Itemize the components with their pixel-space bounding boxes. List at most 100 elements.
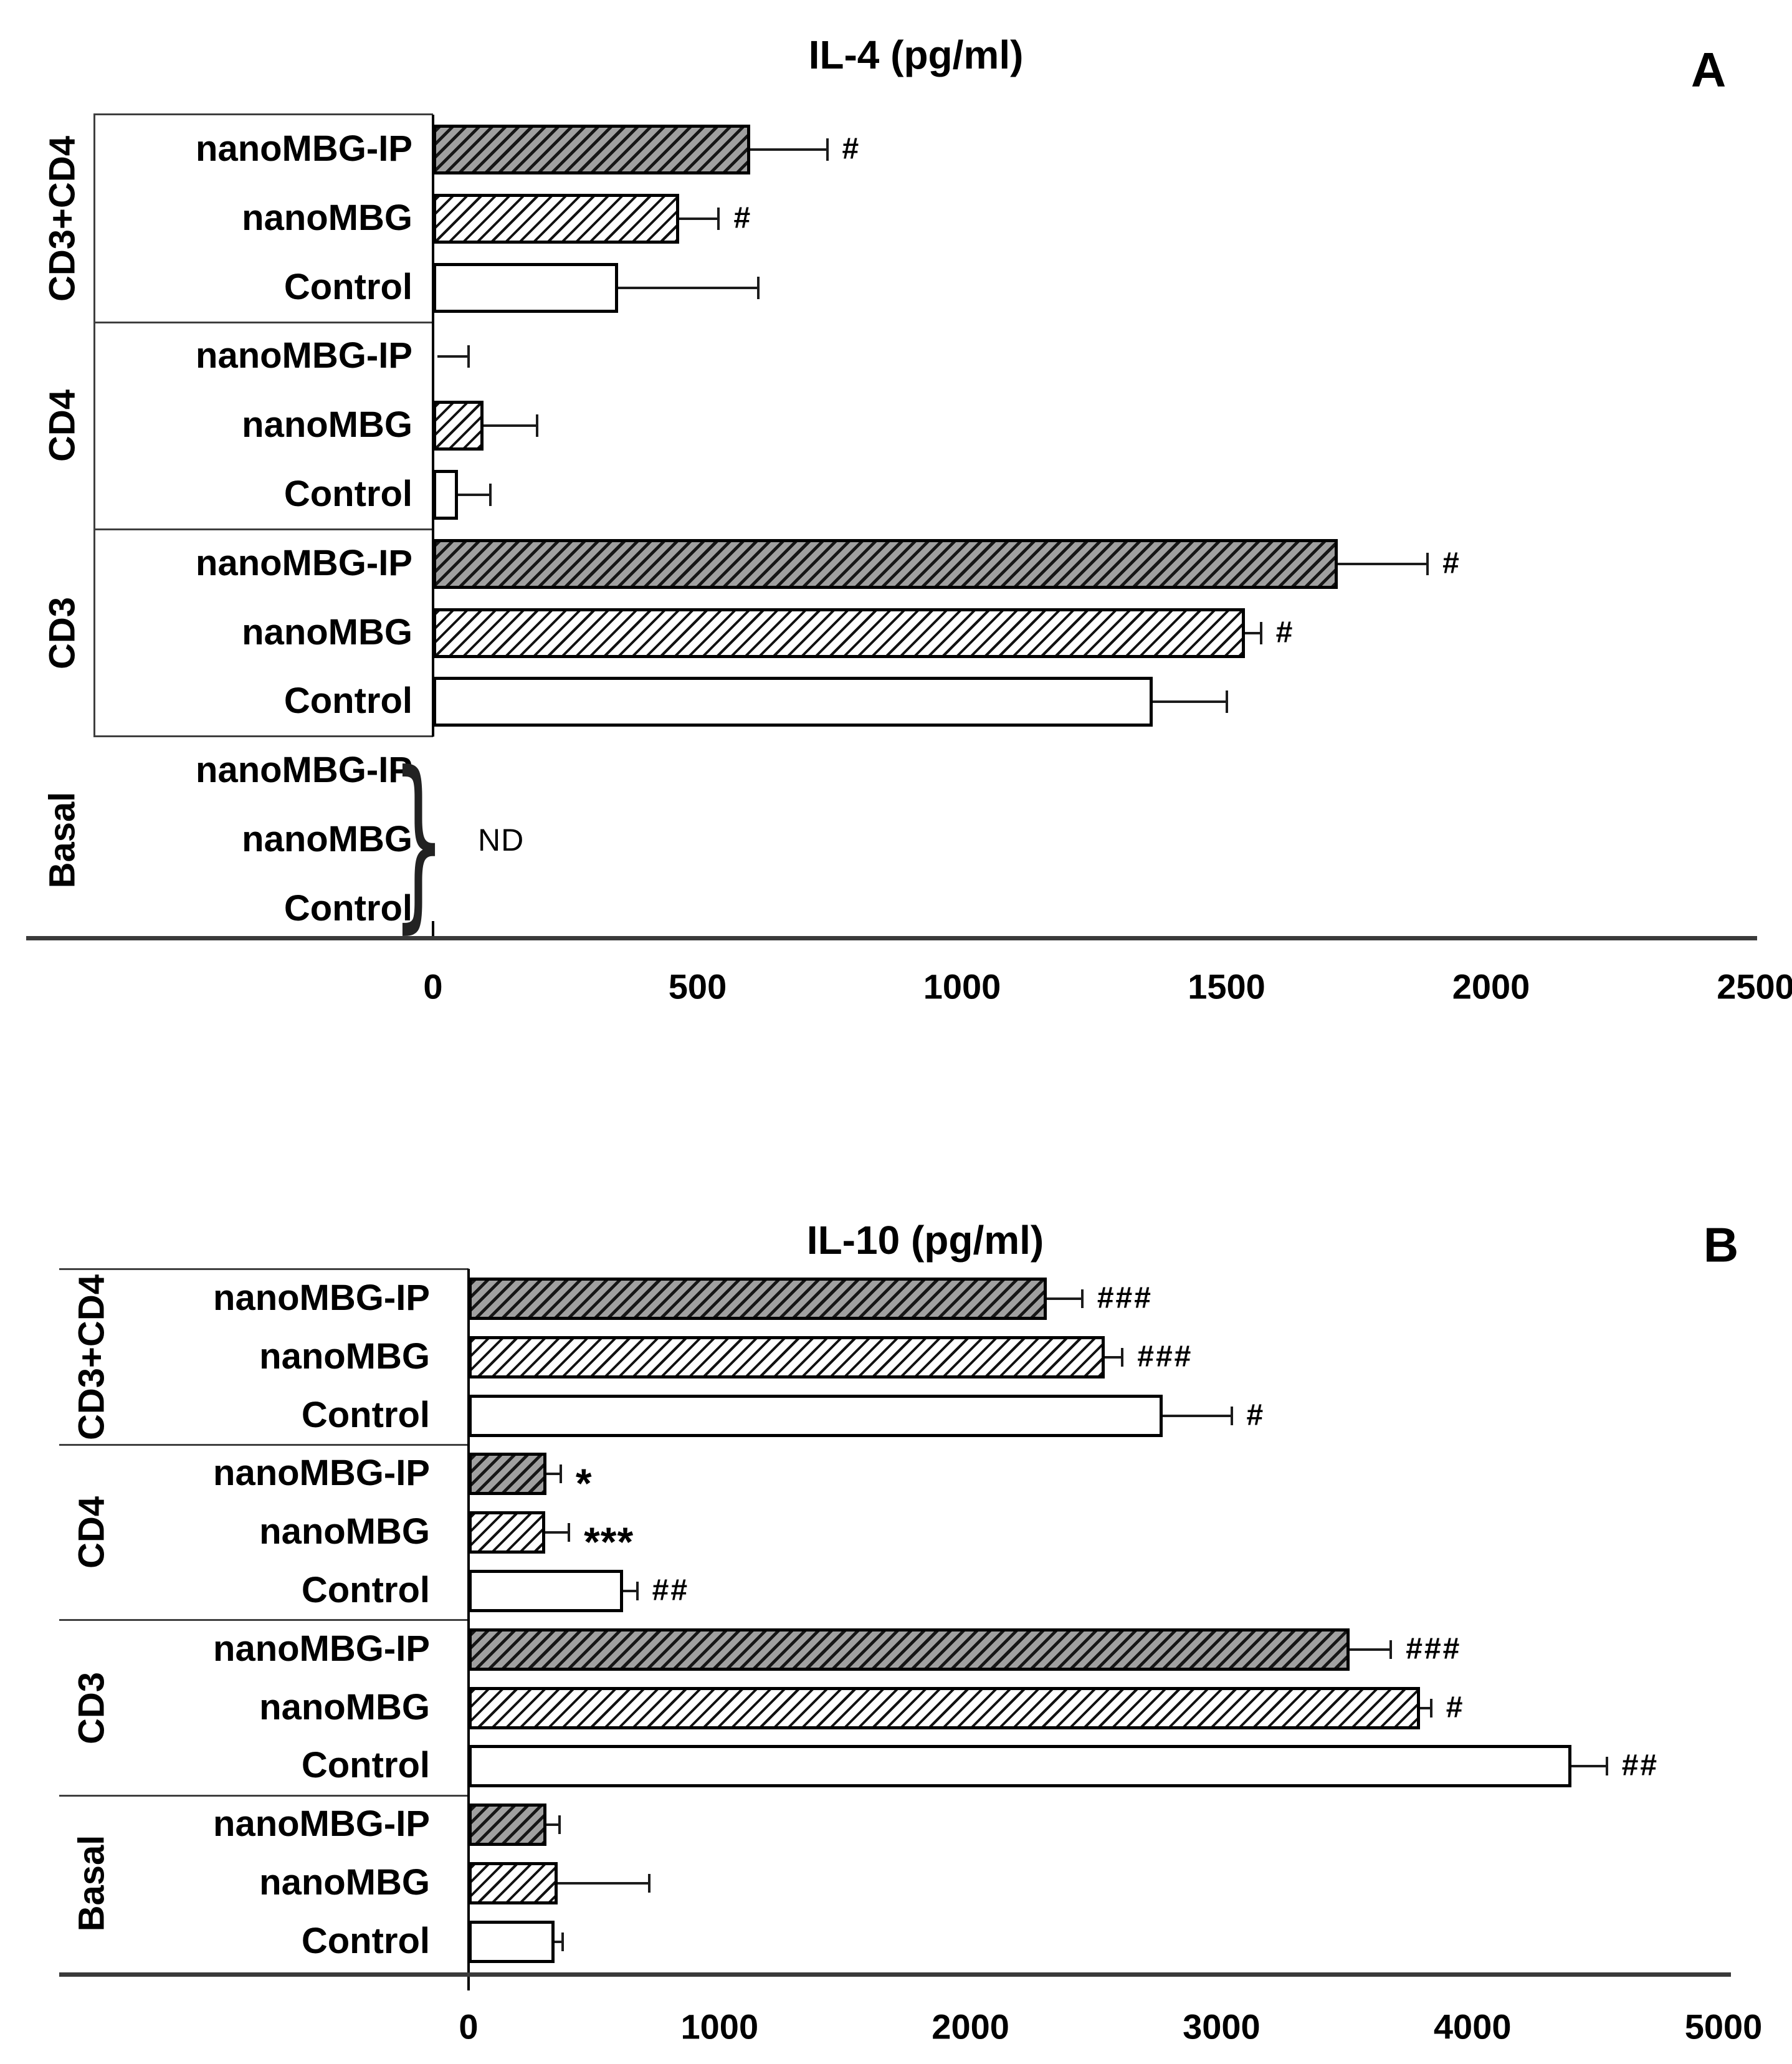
error-bar-cap — [1389, 1640, 1393, 1659]
error-bar — [750, 148, 827, 151]
row-label: nanoMBG — [259, 1862, 430, 1903]
error-bar-cap — [717, 207, 720, 230]
nd-label: ND — [478, 823, 525, 858]
bar — [469, 1804, 546, 1847]
error-bar — [1105, 1355, 1123, 1359]
row-label: Control — [284, 474, 412, 515]
error-bar-cap — [536, 414, 539, 437]
x-tick-label: 2500 — [1717, 967, 1792, 1006]
x-tick-label: 1500 — [1188, 967, 1265, 1006]
x-tick-label: 500 — [668, 967, 727, 1006]
row-label: nanoMBG — [242, 197, 412, 238]
label-box-line — [59, 1619, 469, 1622]
bar — [469, 1394, 1163, 1437]
x-tick-label: 0 — [423, 967, 443, 1006]
significance-marker: # — [1275, 615, 1295, 649]
error-bar — [1349, 1648, 1391, 1651]
x-tick-label: 0 — [459, 2007, 479, 2047]
bar — [433, 470, 458, 520]
x-tick-label: 4000 — [1433, 2007, 1512, 2047]
error-bar-cap — [561, 1932, 564, 1951]
row-label: Control — [284, 266, 412, 307]
x-tick-label: 2000 — [1452, 967, 1530, 1006]
x-tick-label: 3000 — [1183, 2007, 1261, 2047]
error-bar-cap — [636, 1582, 639, 1600]
label-box-left-border — [93, 114, 95, 737]
significance-marker: ### — [1406, 1632, 1462, 1666]
bar — [433, 125, 751, 174]
error-bar-cap — [1605, 1757, 1608, 1776]
error-bar-cap — [1080, 1289, 1084, 1308]
row-label: nanoMBG-IP — [213, 1453, 430, 1494]
bar — [469, 1628, 1350, 1671]
error-bar — [546, 1823, 560, 1827]
bar — [469, 1570, 623, 1612]
bar — [433, 677, 1153, 727]
significance-marker: # — [1246, 1398, 1265, 1431]
zero-line-tick — [432, 921, 434, 938]
error-bar-cap — [1230, 1406, 1233, 1425]
significance-marker: # — [842, 132, 861, 166]
row-label: nanoMBG-IP — [196, 542, 412, 583]
label-box-line — [59, 1268, 469, 1270]
significance-marker: * — [575, 1460, 593, 1507]
significance-marker: ## — [1621, 1749, 1659, 1782]
bar — [469, 1862, 558, 1904]
significance-marker: ### — [1097, 1281, 1153, 1315]
row-label: nanoMBG — [242, 819, 412, 860]
error-bar — [554, 1940, 563, 1943]
x-tick-label: 2000 — [932, 2007, 1009, 2047]
bar — [433, 538, 1338, 589]
x-axis-line — [26, 936, 1757, 940]
row-label: Control — [301, 1745, 430, 1786]
panel-a-title: IL-4 (pg/ml) — [808, 32, 1024, 77]
error-bar — [545, 1531, 570, 1534]
panel-a-letter: A — [1690, 42, 1727, 97]
bar — [469, 1453, 546, 1496]
error-bar-cap — [559, 1464, 562, 1484]
error-bar-cap — [826, 138, 829, 161]
error-bar — [1152, 700, 1227, 704]
error-bar-cap — [1225, 690, 1228, 714]
row-label: nanoMBG — [242, 404, 412, 446]
row-label: nanoMBG — [259, 1511, 430, 1552]
error-bar — [1571, 1765, 1607, 1768]
error-bar — [457, 494, 490, 496]
label-box-line — [93, 113, 433, 116]
error-bar-cap — [648, 1874, 651, 1893]
error-bar — [1245, 631, 1261, 634]
panel-b-letter: B — [1703, 1217, 1739, 1273]
x-tick-label: 1000 — [923, 967, 1001, 1006]
zero-line — [467, 1269, 470, 1974]
row-label: Control — [301, 1570, 430, 1611]
error-bar — [1162, 1414, 1232, 1417]
row-label: nanoMBG-IP — [213, 1628, 430, 1669]
error-bar-cap — [467, 345, 470, 368]
error-bar — [622, 1590, 637, 1592]
bar — [469, 1745, 1572, 1788]
bar — [433, 193, 679, 244]
row-label: nanoMBG-IP — [213, 1278, 430, 1319]
row-label: Control — [284, 887, 412, 929]
row-label: nanoMBG — [259, 1335, 430, 1377]
label-box-line — [59, 1444, 469, 1446]
row-label: nanoMBG-IP — [196, 128, 412, 170]
x-tick-label: 1000 — [680, 2007, 759, 2047]
label-box-line — [93, 735, 433, 738]
error-bar — [618, 286, 759, 289]
nd-brace: } — [392, 732, 446, 950]
error-bar — [557, 1882, 649, 1885]
row-label: Control — [284, 681, 412, 722]
error-bar — [1419, 1706, 1431, 1709]
error-bar-cap — [558, 1815, 561, 1835]
zero-line-tick — [467, 1974, 470, 1990]
bar — [433, 608, 1246, 658]
error-bar — [1047, 1297, 1082, 1300]
bar — [433, 401, 484, 451]
error-bar — [679, 217, 719, 220]
x-tick-label: 5000 — [1684, 2007, 1763, 2047]
significance-marker: ### — [1137, 1340, 1193, 1374]
significance-marker: *** — [584, 1519, 634, 1565]
error-bar-cap — [1121, 1347, 1124, 1367]
error-bar-cap — [1429, 1698, 1432, 1718]
